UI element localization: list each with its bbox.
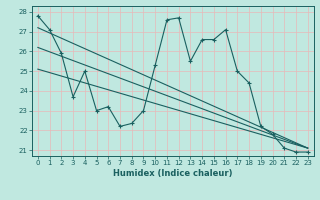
X-axis label: Humidex (Indice chaleur): Humidex (Indice chaleur) bbox=[113, 169, 233, 178]
